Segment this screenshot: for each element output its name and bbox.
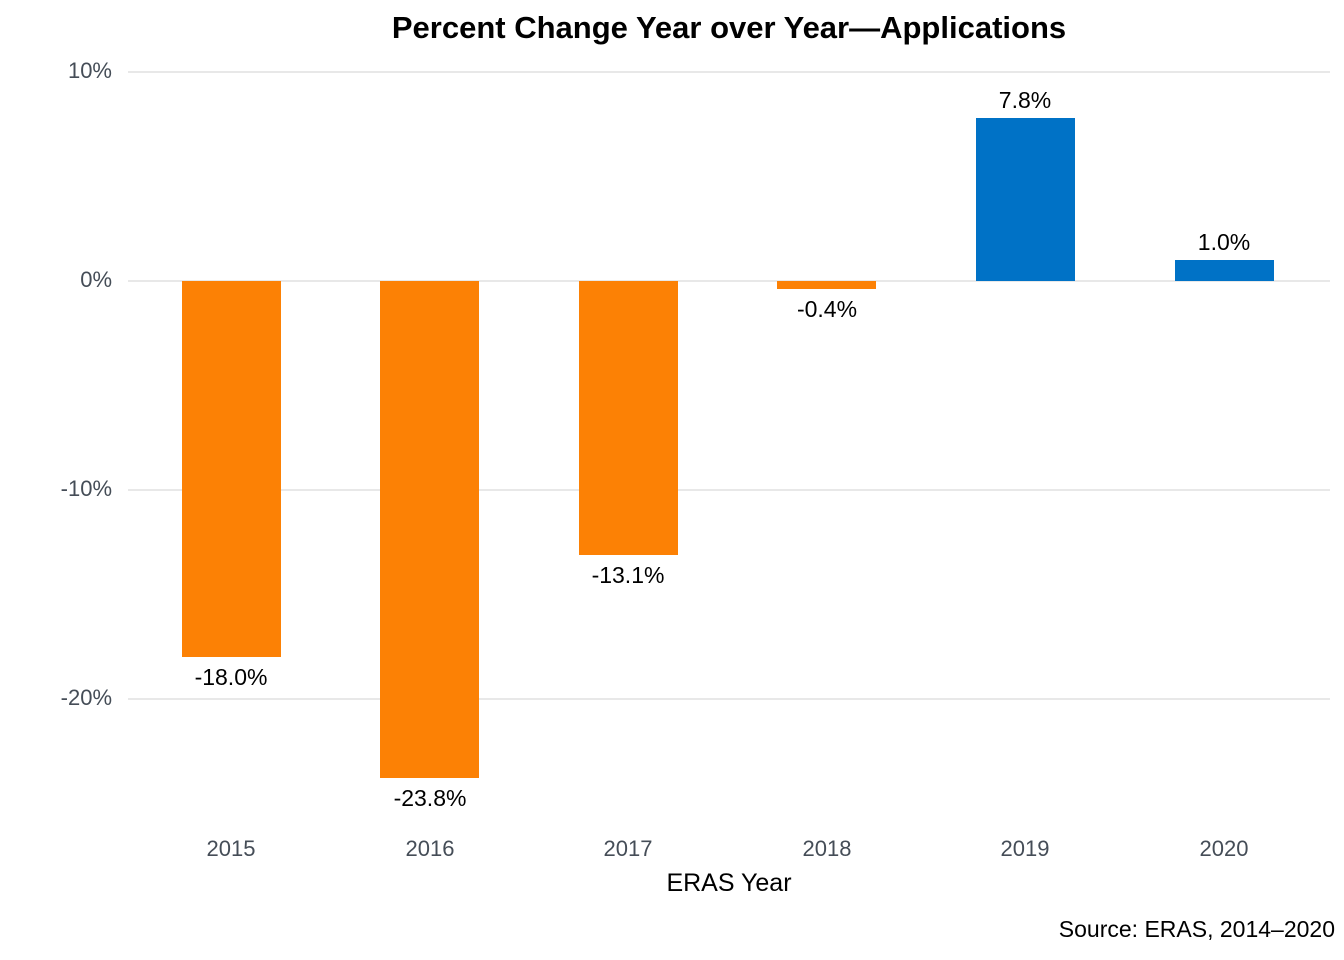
bar-2018 (777, 281, 876, 289)
x-axis-tick-label: 2019 (1000, 836, 1050, 861)
bar-2017 (579, 281, 678, 555)
x-axis-tick-label: 2015 (206, 836, 256, 861)
bar-2015 (182, 281, 281, 657)
x-axis-tick-label: 2017 (603, 836, 653, 861)
source-note: Source: ERAS, 2014–2020 (1058, 916, 1335, 942)
x-axis-tick-label: 2020 (1199, 836, 1249, 861)
chart-title: Percent Change Year over Year—Applicatio… (391, 10, 1067, 45)
y-axis-tick-label: -10% (60, 476, 112, 501)
y-gridline (128, 71, 1330, 73)
y-gridline (128, 489, 1330, 491)
bar-value-label: 7.8% (998, 87, 1052, 113)
bar-2016 (380, 281, 479, 778)
bar-value-label: 1.0% (1197, 229, 1251, 255)
bar-value-label: -23.8% (393, 785, 467, 811)
bar-2020 (1175, 260, 1274, 281)
bar-value-label: -0.4% (796, 296, 858, 322)
bar-value-label: -13.1% (591, 562, 665, 588)
x-axis-title: ERAS Year (666, 869, 792, 897)
x-axis-tick-label: 2018 (802, 836, 852, 861)
x-axis-tick-label: 2016 (405, 836, 455, 861)
bar-value-label: -18.0% (194, 664, 268, 690)
y-axis-tick-label: 10% (67, 58, 112, 83)
y-gridline (128, 698, 1330, 700)
y-axis-tick-label: 0% (80, 267, 112, 292)
y-gridline (128, 280, 1330, 282)
bar-2019 (976, 118, 1075, 281)
y-axis-tick-label: -20% (60, 685, 112, 710)
